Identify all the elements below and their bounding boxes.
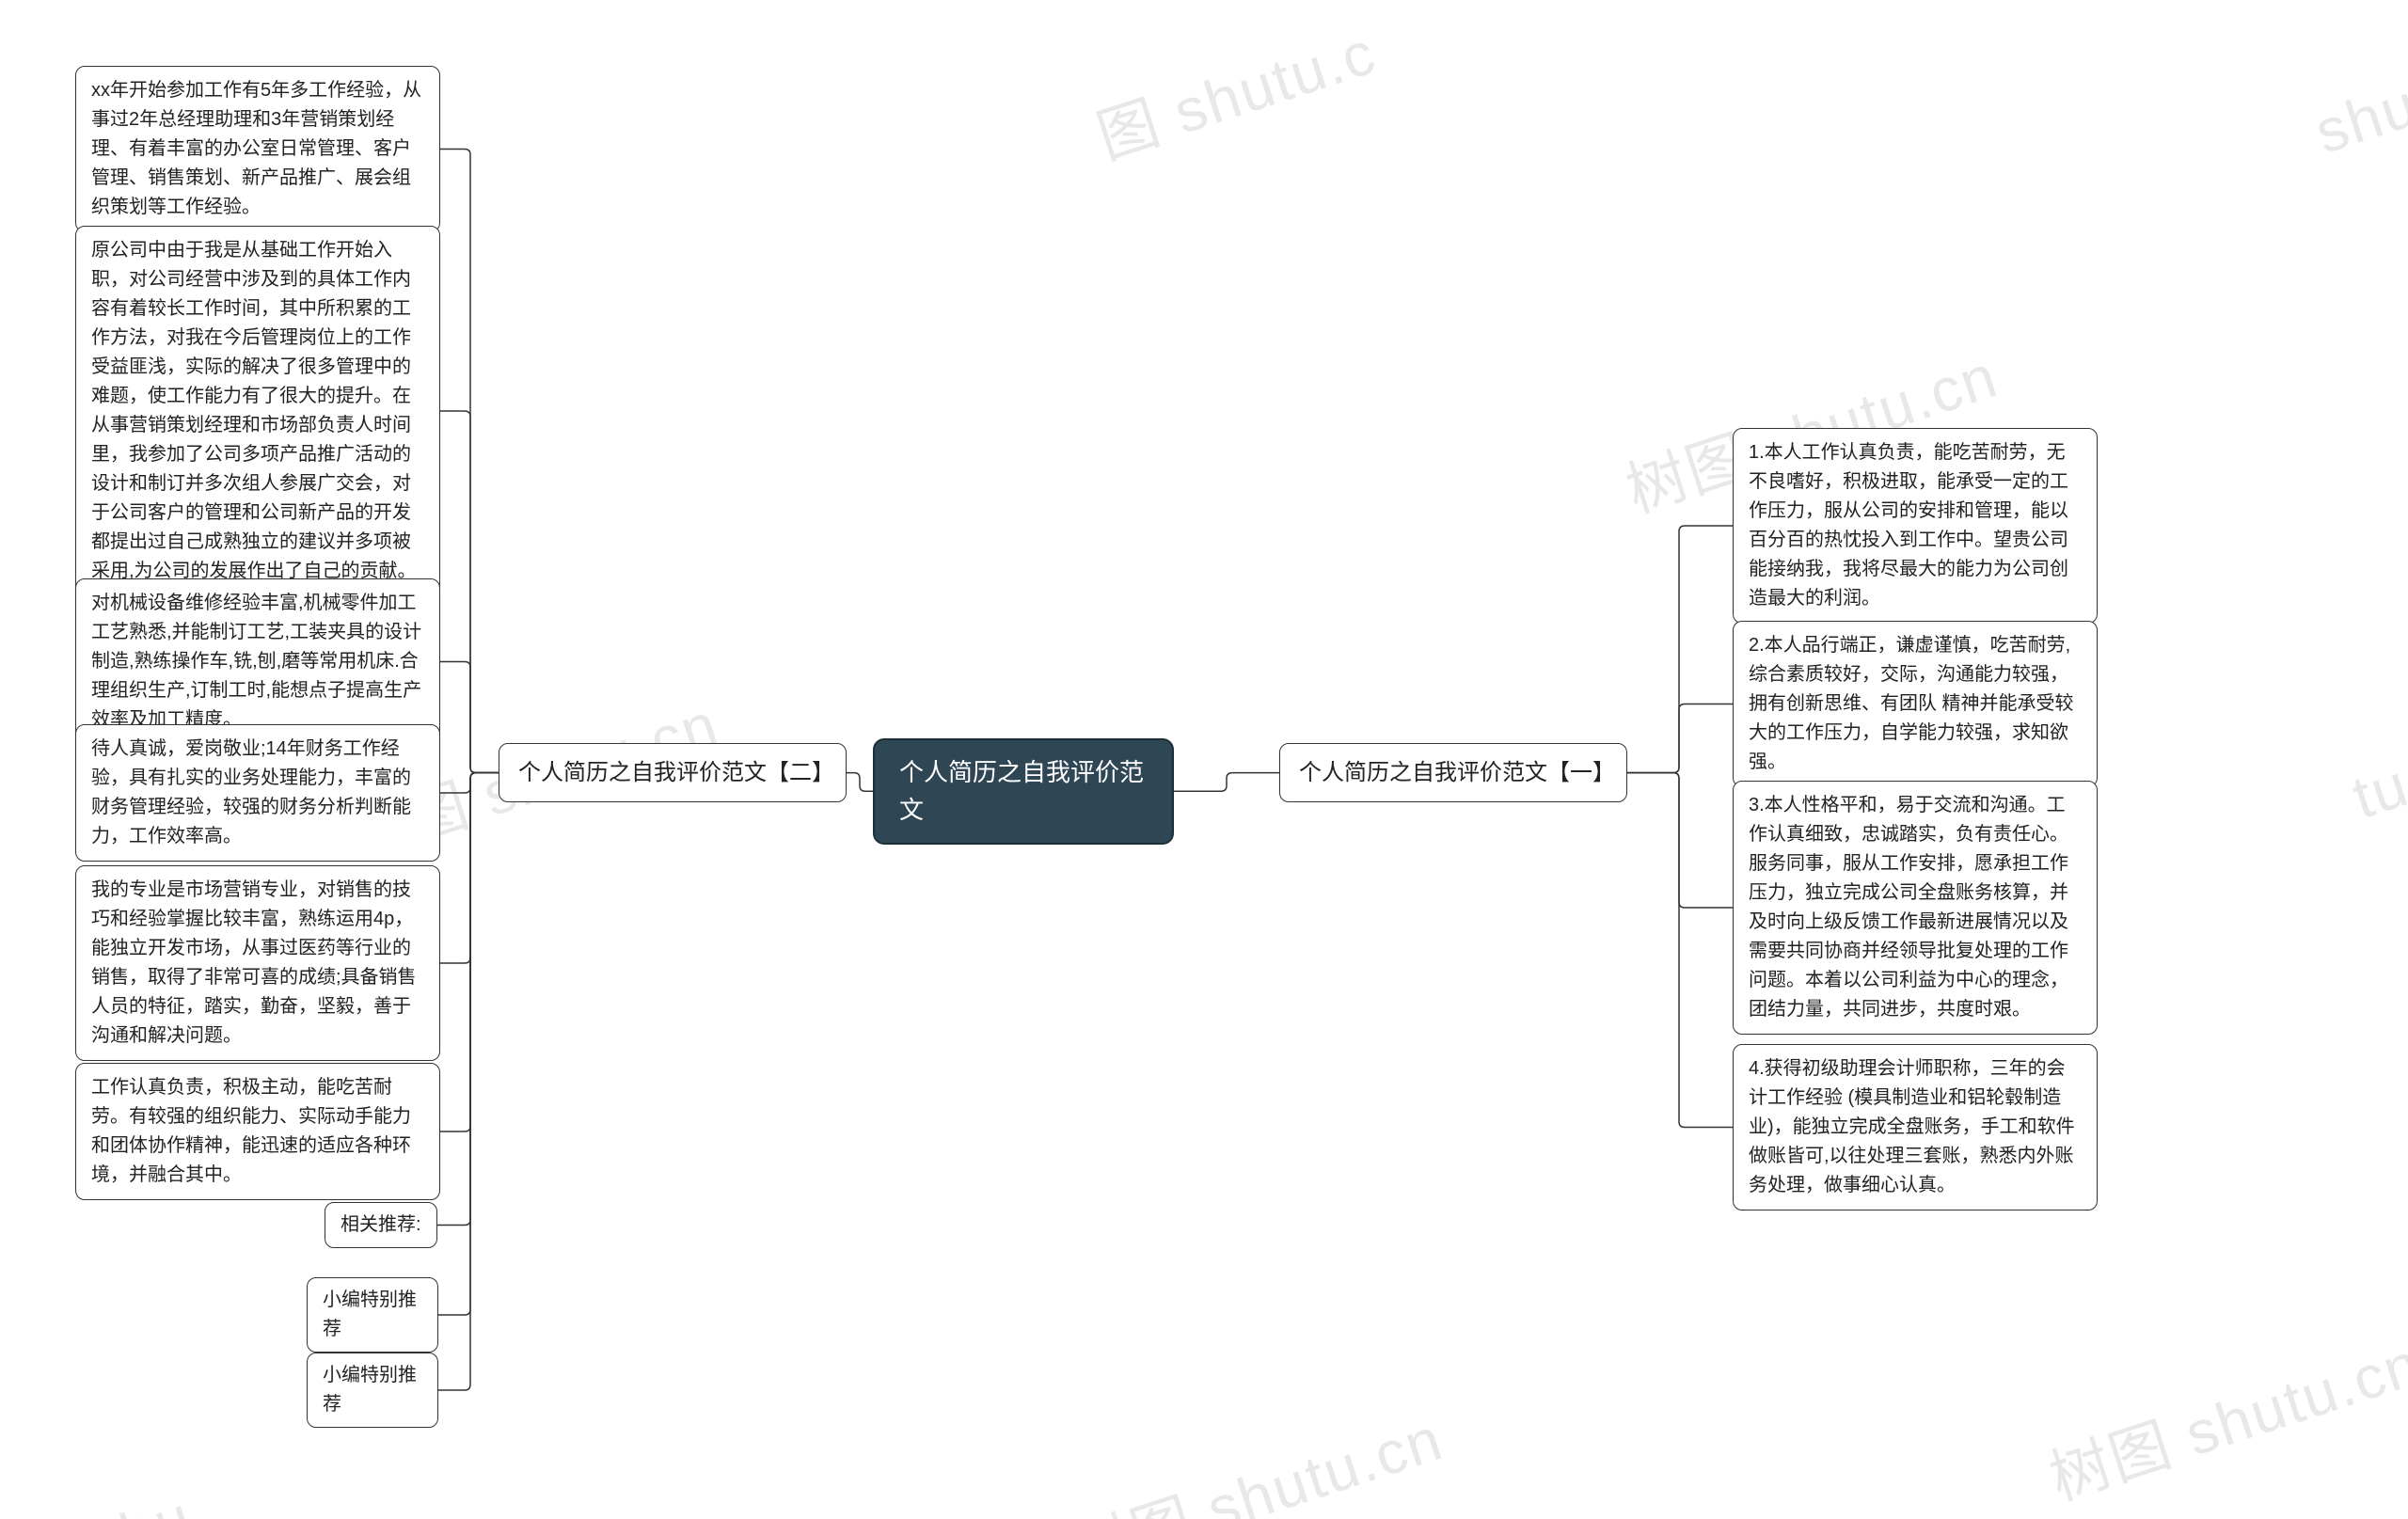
leaf-text: 小编特别推荐 xyxy=(323,1290,417,1339)
leaf-text: 2.本人品行端正，谦虚谨慎，吃苦耐劳,综合素质较好，交际，沟通能力较强，拥有创新… xyxy=(1749,635,2074,772)
root-node[interactable]: 个人简历之自我评价范文 xyxy=(873,738,1174,845)
branch-right[interactable]: 个人简历之自我评价范文【一】 xyxy=(1279,743,1627,802)
watermark-text: tu.cn xyxy=(2344,723,2408,832)
left-leaf-3[interactable]: 对机械设备维修经验丰富,机械零件加工工艺熟悉,并能制订工艺,工装夹具的设计制造,… xyxy=(75,578,440,745)
watermark-text: 图 shutu.c xyxy=(1085,5,1386,176)
left-leaf-9[interactable]: 小编特别推荐 xyxy=(307,1353,438,1428)
leaf-text: 小编特别推荐 xyxy=(323,1365,417,1415)
leaf-text: 1.本人工作认真负责，能吃苦耐劳，无不良嗜好，积极进取，能承受一定的工作压力，服… xyxy=(1749,442,2068,609)
left-leaf-7[interactable]: 相关推荐: xyxy=(325,1202,437,1248)
leaf-text: 我的专业是市场营销专业，对销售的技巧和经验掌握比较丰富，熟练运用4p，能独立开发… xyxy=(91,879,417,1046)
left-leaf-5[interactable]: 我的专业是市场营销专业，对销售的技巧和经验掌握比较丰富，熟练运用4p，能独立开发… xyxy=(75,865,440,1061)
leaf-text: 对机械设备维修经验丰富,机械零件加工工艺熟悉,并能制订工艺,工装夹具的设计制造,… xyxy=(91,593,421,730)
leaf-text: 工作认真负责，积极主动，能吃苦耐劳。有较强的组织能力、实际动手能力和团体协作精神… xyxy=(91,1077,411,1185)
right-leaf-2[interactable]: 2.本人品行端正，谦虚谨慎，吃苦耐劳,综合素质较好，交际，沟通能力较强，拥有创新… xyxy=(1733,621,2098,787)
left-leaf-6[interactable]: 工作认真负责，积极主动，能吃苦耐劳。有较强的组织能力、实际动手能力和团体协作精神… xyxy=(75,1063,440,1200)
left-leaf-8[interactable]: 小编特别推荐 xyxy=(307,1277,438,1353)
leaf-text: 相关推荐: xyxy=(341,1214,421,1235)
branch-left[interactable]: 个人简历之自我评价范文【二】 xyxy=(499,743,847,802)
leaf-text: 3.本人性格平和，易于交流和沟通。工作认真细致，忠诚踏实，负有责任心。服务同事，… xyxy=(1749,795,2068,1020)
leaf-text: 待人真诚，爱岗敬业;14年财务工作经验，具有扎实的业务处理能力，丰富的财务管理经… xyxy=(91,738,411,847)
right-leaf-3[interactable]: 3.本人性格平和，易于交流和沟通。工作认真细致，忠诚踏实，负有责任心。服务同事，… xyxy=(1733,781,2098,1035)
watermark-text: 图 shu xyxy=(1,1469,202,1519)
left-leaf-2[interactable]: 原公司中由于我是从基础工作开始入职，对公司经营中涉及到的具体工作内容有着较长工作… xyxy=(75,226,440,596)
leaf-text: 4.获得初级助理会计师职称，三年的会计工作经验 (模具制造业和铝轮毂制造业)，能… xyxy=(1749,1058,2075,1195)
leaf-text: xx年开始参加工作有5年多工作经验，从事过2年总经理助理和3年营销策划经理、有着… xyxy=(91,80,421,217)
leaf-text: 原公司中由于我是从基础工作开始入职，对公司经营中涉及到的具体工作内容有着较长工作… xyxy=(91,240,417,581)
right-leaf-4[interactable]: 4.获得初级助理会计师职称，三年的会计工作经验 (模具制造业和铝轮毂制造业)，能… xyxy=(1733,1044,2098,1210)
watermark-text: 树图 shutu.cn xyxy=(1059,1391,1452,1519)
left-leaf-1[interactable]: xx年开始参加工作有5年多工作经验，从事过2年总经理助理和3年营销策划经理、有着… xyxy=(75,66,440,232)
watermark-text: shutu xyxy=(2307,53,2408,167)
watermark-text: 树图 shutu.cn xyxy=(2037,1316,2408,1517)
branch-left-label: 个人简历之自我评价范文【二】 xyxy=(518,760,834,785)
right-leaf-1[interactable]: 1.本人工作认真负责，能吃苦耐劳，无不良嗜好，积极进取，能承受一定的工作压力，服… xyxy=(1733,428,2098,624)
branch-right-label: 个人简历之自我评价范文【一】 xyxy=(1299,760,1615,785)
left-leaf-4[interactable]: 待人真诚，爱岗敬业;14年财务工作经验，具有扎实的业务处理能力，丰富的财务管理经… xyxy=(75,724,440,862)
root-label: 个人简历之自我评价范文 xyxy=(899,758,1144,824)
